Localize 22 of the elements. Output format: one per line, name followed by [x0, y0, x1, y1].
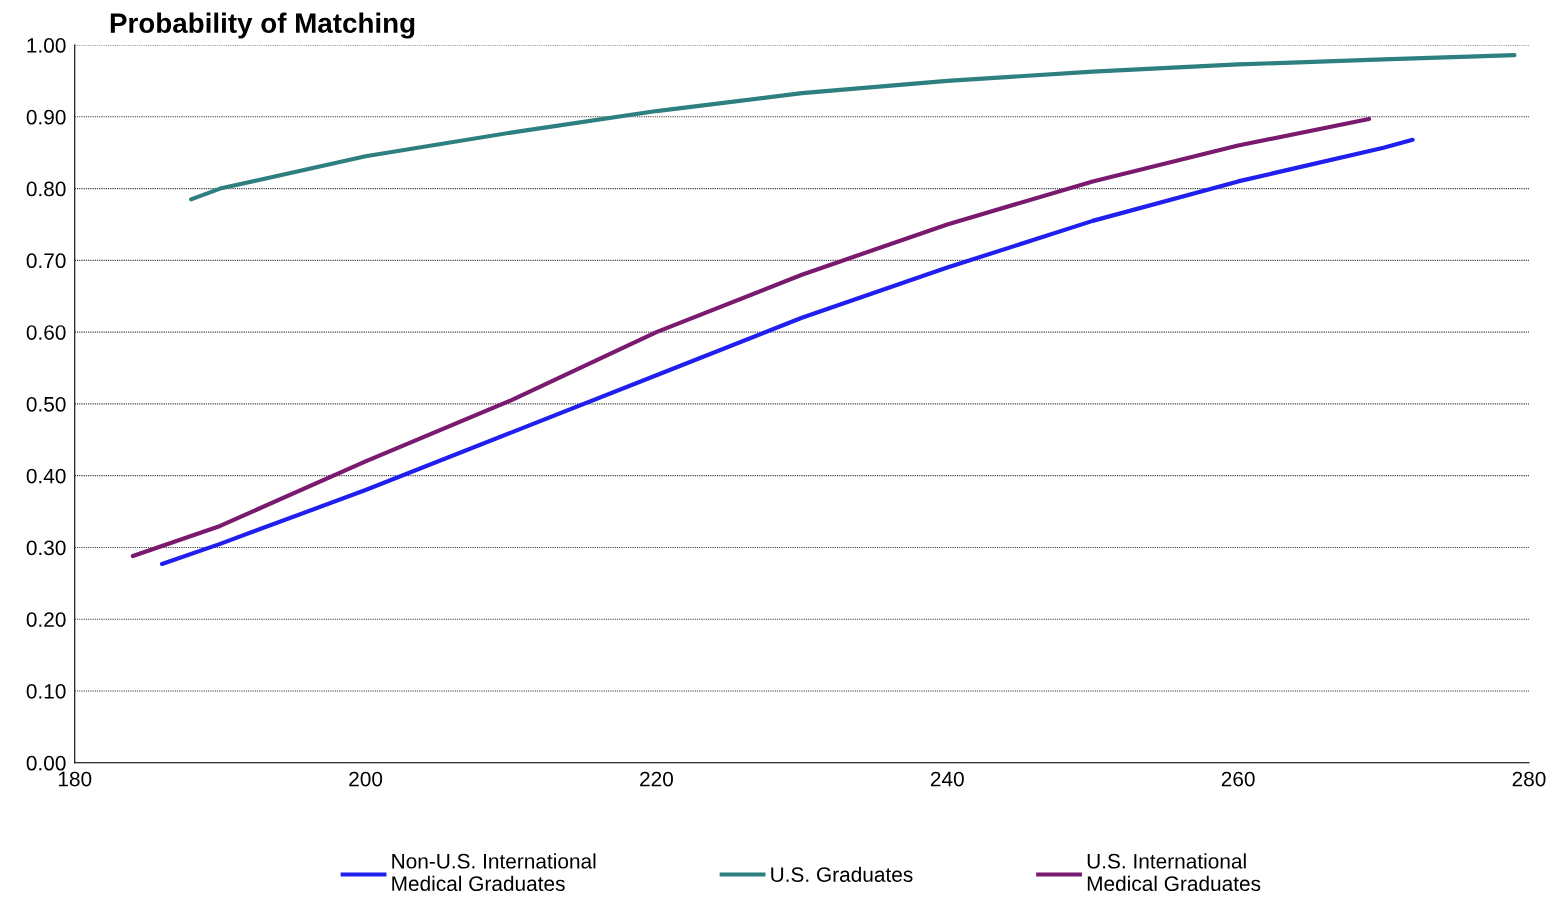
y-tick-label: 0.30 [26, 540, 66, 556]
x-tick-label: 220 [640, 771, 673, 787]
x-tick-label: 180 [58, 771, 92, 787]
x-tick-label: 200 [349, 771, 383, 787]
chart-title: Probability of Matching [110, 12, 415, 39]
y-tick-label: 0.70 [26, 253, 66, 269]
x-tick-label: 240 [930, 771, 964, 787]
y-tick-label: 0.20 [26, 612, 66, 627]
legend-label: U.S. Graduates [771, 866, 913, 882]
y-tick-label: 0.10 [26, 684, 66, 699]
y-tick-label: 0.50 [26, 396, 66, 412]
y-tick-label: 0.00 [26, 755, 66, 771]
y-tick-label: 0.80 [26, 181, 66, 197]
y-tick-label: 0.60 [26, 325, 66, 340]
x-tick-label: 260 [1221, 771, 1255, 787]
line-series [188, 52, 1517, 202]
x-tick-label: 280 [1512, 771, 1546, 787]
y-tick-label: 1.00 [27, 38, 66, 53]
legend-label: Non-U.S. International Medical Graduates [392, 853, 596, 892]
y-tick-label: 0.90 [26, 109, 66, 125]
legend-label: U.S. International Medical Graduates [1087, 853, 1261, 892]
y-tick-label: 0.40 [26, 468, 66, 484]
